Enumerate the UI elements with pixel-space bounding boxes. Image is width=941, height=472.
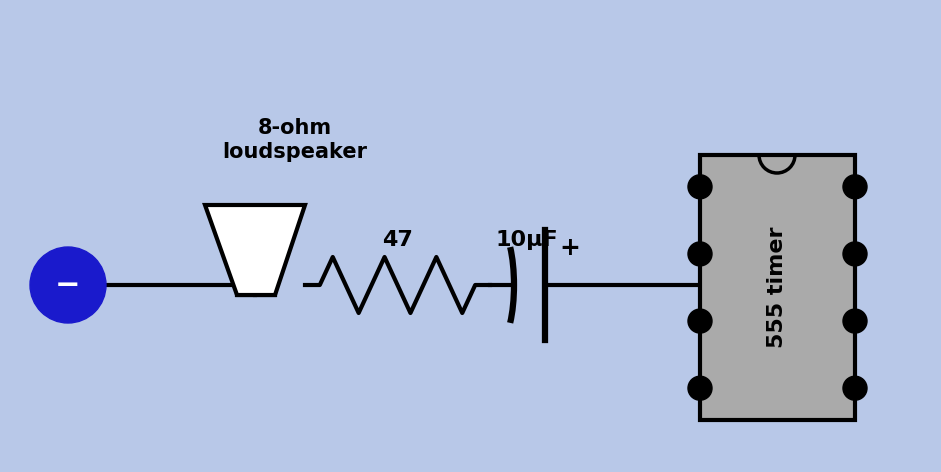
Text: 555 timer: 555 timer <box>767 227 787 348</box>
Circle shape <box>30 247 106 323</box>
Circle shape <box>843 242 867 266</box>
Text: −: − <box>56 270 81 300</box>
Circle shape <box>843 309 867 333</box>
Circle shape <box>688 309 712 333</box>
Text: +: + <box>560 236 581 260</box>
Bar <box>237 258 275 295</box>
Circle shape <box>843 175 867 199</box>
Text: 10μF: 10μF <box>496 230 558 250</box>
Text: 8-ohm
loudspeaker: 8-ohm loudspeaker <box>222 118 368 162</box>
Text: 47: 47 <box>383 230 413 250</box>
Circle shape <box>688 175 712 199</box>
Circle shape <box>688 376 712 400</box>
Bar <box>700 155 855 420</box>
Polygon shape <box>205 205 305 295</box>
Circle shape <box>688 242 712 266</box>
Circle shape <box>843 376 867 400</box>
